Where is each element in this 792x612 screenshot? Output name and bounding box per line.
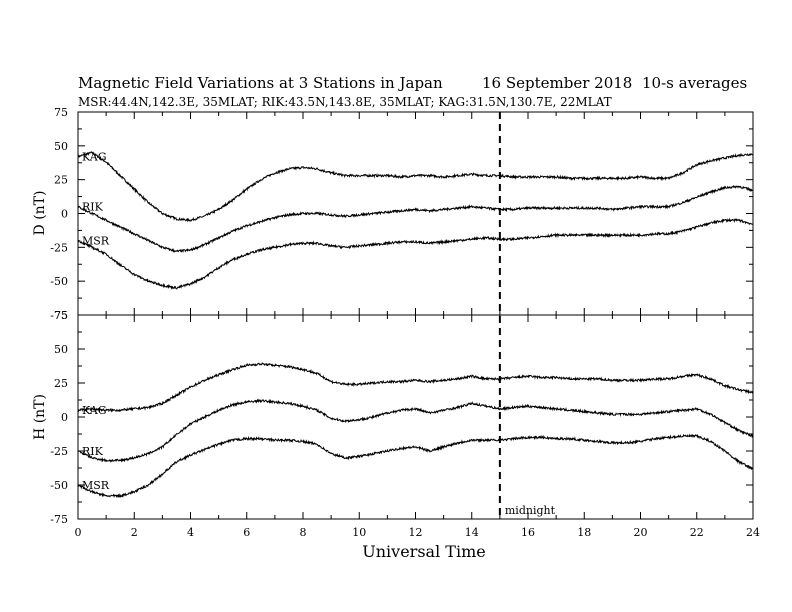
stations-info: MSR:44.4N,142.3E, 35MLAT; RIK:43.5N,143.… [78,95,612,109]
xtick-label: 22 [690,526,704,539]
d-series-label-kag: KAG [82,151,107,164]
d-ytick-label: 0 [61,208,68,221]
d-series-kag [77,151,754,223]
h-ytick-label: 25 [54,377,68,390]
xtick-label: 2 [131,526,138,539]
d-series-label-msr: MSR [82,235,110,248]
chart-date: 16 September 2018 [482,74,632,92]
h-series-rik [77,398,754,463]
h-ytick-label: -50 [50,479,68,492]
d-series-rik [77,185,754,253]
d-ytick-label: -50 [50,275,68,288]
h-axis-label: H (nT) [32,394,48,440]
xtick-label: 18 [577,526,591,539]
h-series-label-rik: RIK [82,445,104,458]
h-ytick-label: -25 [50,445,68,458]
d-axis-label: D (nT) [32,191,48,236]
h-ytick-label: 50 [54,343,68,356]
xtick-label: 4 [187,526,194,539]
xtick-label: 14 [465,526,479,539]
d-ytick-label: -75 [50,309,68,322]
h-panel-frame [77,314,754,520]
midnight-label: midnight [505,504,556,517]
xtick-label: 12 [409,526,423,539]
xtick-label: 24 [746,526,760,539]
xtick-label: 20 [634,526,648,539]
chart-title: Magnetic Field Variations at 3 Stations … [78,74,443,92]
h-series-label-kag: KAG [82,404,107,417]
h-ytick-label: 75 [54,309,68,322]
xtick-label: 16 [521,526,535,539]
h-series-kag [77,362,754,413]
h-ytick-label: 0 [61,411,68,424]
x-axis-label: Universal Time [362,542,485,561]
xtick-label: 8 [300,526,307,539]
d-ytick-label: -25 [50,241,68,254]
xtick-label: 6 [243,526,250,539]
chart-averaging: 10-s averages [642,74,747,92]
xtick-label: 0 [75,526,82,539]
d-ytick-label: 50 [54,140,68,153]
d-panel-frame [77,111,754,316]
h-series-msr [77,433,754,499]
h-ytick-label: -75 [50,513,68,526]
d-series-msr [77,217,754,290]
xtick-label: 10 [352,526,366,539]
h-series-label-msr: MSR [82,479,110,492]
d-component-panel: 75 50 25 0 -25 -50 -75 KAG RIK MSR [50,106,754,322]
d-ytick-label: 75 [54,106,68,119]
d-ytick-label: 25 [54,174,68,187]
d-series-label-rik: RIK [82,201,104,214]
